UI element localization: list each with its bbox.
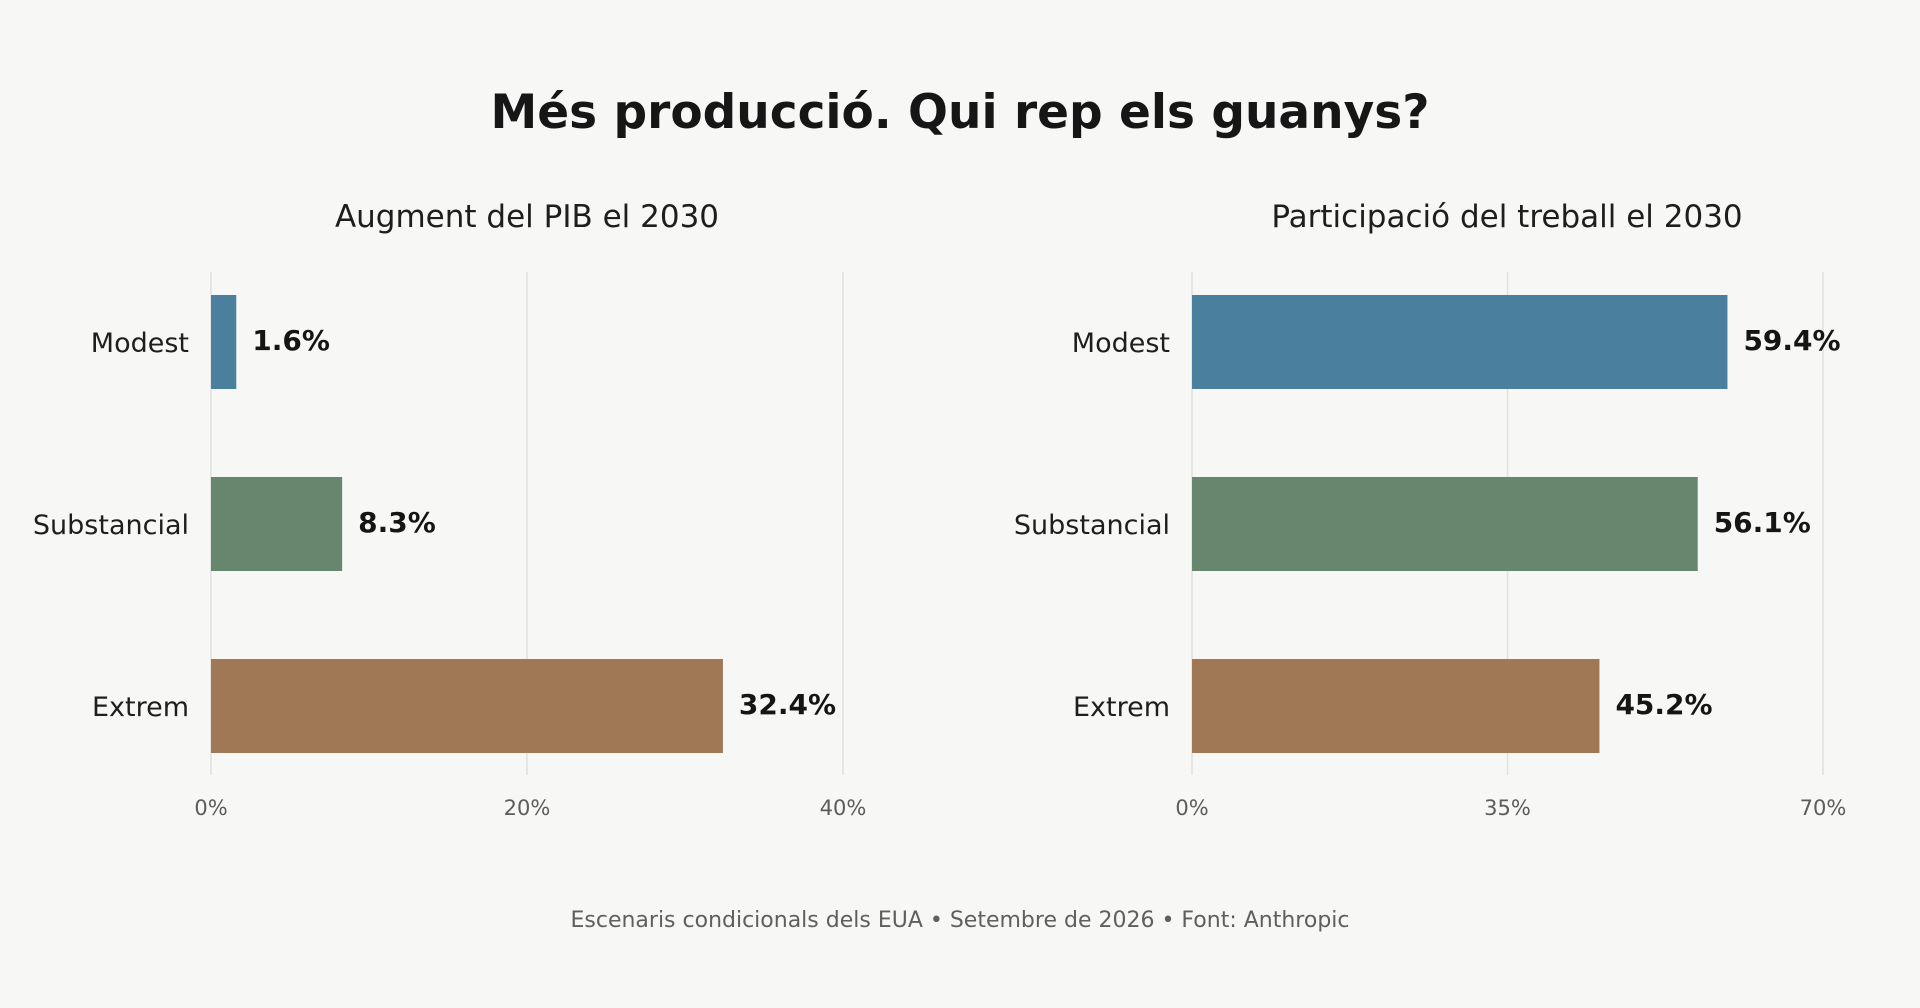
x-tick-label: 0% <box>194 796 227 820</box>
chart-title: Més producció. Qui rep els guanys? <box>491 85 1430 140</box>
bar-substancial <box>211 477 343 571</box>
category-label: Extrem <box>1073 692 1170 723</box>
x-tick-label: 0% <box>1175 796 1208 820</box>
x-tick-label: 40% <box>820 796 867 820</box>
footnote: Escenaris condicionals dels EUA • Setemb… <box>570 908 1349 933</box>
value-label: 1.6% <box>252 324 330 357</box>
bar-modest <box>1192 295 1728 389</box>
bar-extrem <box>211 659 723 753</box>
panel-gdp-growth: Augment del PIB el 2030 0% 20% 40% Modest 1.6… <box>33 199 866 820</box>
x-tick-label: 35% <box>1484 796 1531 820</box>
value-label: 56.1% <box>1714 506 1811 539</box>
x-tick-label: 20% <box>504 796 551 820</box>
bar-substancial <box>1192 477 1698 571</box>
value-label: 32.4% <box>739 688 836 721</box>
value-label: 59.4% <box>1743 324 1840 357</box>
bar-extrem <box>1192 659 1600 753</box>
value-label: 45.2% <box>1615 688 1712 721</box>
category-label: Substancial <box>1014 510 1170 541</box>
value-label: 8.3% <box>358 506 436 539</box>
panel-title: Augment del PIB el 2030 <box>335 199 719 235</box>
category-label: Substancial <box>33 510 189 541</box>
panel-title: Participació del treball el 2030 <box>1271 199 1742 235</box>
category-label: Extrem <box>92 692 189 723</box>
x-tick-label: 70% <box>1800 796 1847 820</box>
category-label: Modest <box>1072 328 1170 359</box>
category-label: Modest <box>91 328 189 359</box>
bar-modest <box>211 295 237 389</box>
panel-labor-share: Participació del treball el 2030 0% 35% 70%… <box>1014 199 1846 820</box>
